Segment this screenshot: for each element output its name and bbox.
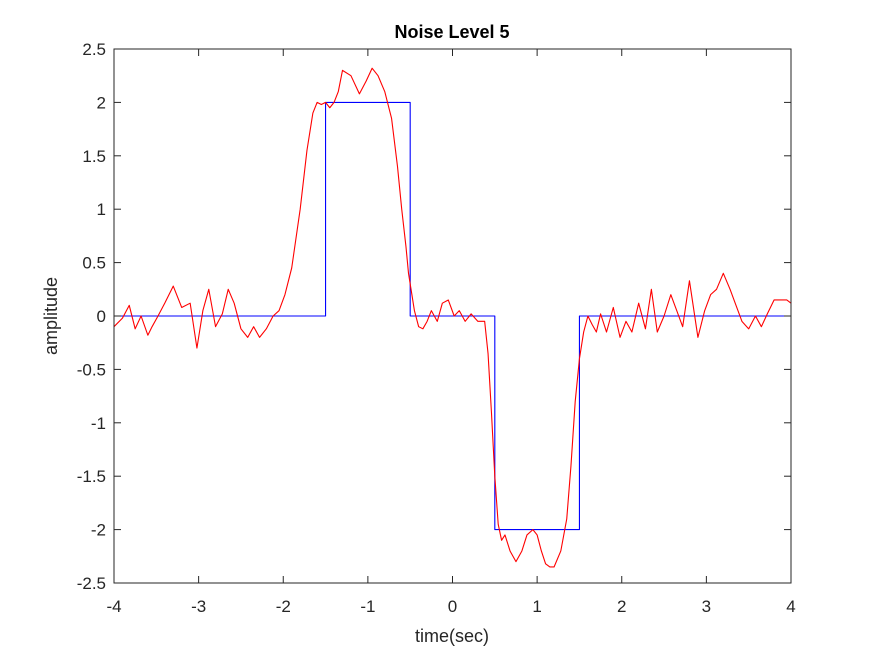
x-tick-label: -2 [276, 597, 291, 616]
y-tick-label: 2.5 [82, 40, 106, 59]
tick-layer: -4 -3 -2 -1 0 1 2 3 4 -2.5 -2 -1.5 -1 -0.5 0 0.5 1 1.5 2 2.… [77, 40, 796, 616]
y-tick-label: 0 [97, 307, 106, 326]
chart-title: Noise Level 5 [394, 22, 509, 42]
x-tick-label: 4 [786, 597, 795, 616]
x-tick-label: 1 [532, 597, 541, 616]
x-tick-label: 2 [617, 597, 626, 616]
series-line-1 [114, 101, 791, 531]
y-tick-label: -1.5 [77, 467, 106, 486]
x-tick-label: 3 [702, 597, 711, 616]
x-tick-label: -3 [191, 597, 206, 616]
y-tick-label: 2 [97, 93, 106, 112]
x-tick-label: -4 [106, 597, 121, 616]
y-tick-label: 1.5 [82, 147, 106, 166]
x-axis-label: time(sec) [415, 626, 489, 646]
y-tick-label: -0.5 [77, 360, 106, 379]
series-line-2 [113, 67, 792, 568]
y-tick-label: 1 [97, 200, 106, 219]
x-tick-label: 0 [448, 597, 457, 616]
y-tick-label: -1 [91, 414, 106, 433]
y-tick-label: 0.5 [82, 254, 106, 273]
y-tick-label: -2.5 [77, 574, 106, 593]
series-layer [113, 67, 792, 568]
y-tick-label: -2 [91, 521, 106, 540]
y-axis-label: amplitude [41, 277, 61, 355]
x-tick-label: -1 [360, 597, 375, 616]
